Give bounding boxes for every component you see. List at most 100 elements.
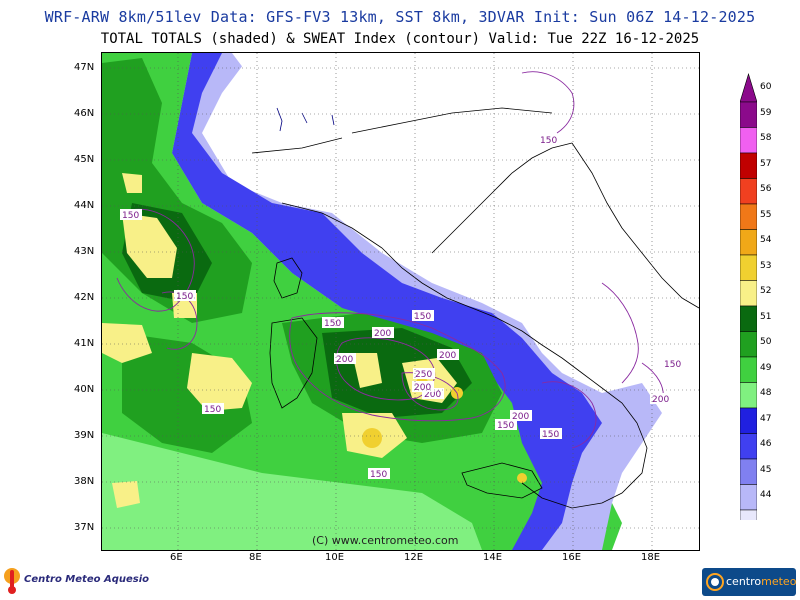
contour-label-11: 200 bbox=[512, 412, 529, 422]
colorbar-label-44: 44 bbox=[760, 490, 772, 500]
contour-label-13: 150 bbox=[497, 421, 514, 431]
colorbar-swatch-56 bbox=[740, 203, 757, 230]
colorbar-label-57: 57 bbox=[760, 158, 772, 169]
lat-label-37: 37N bbox=[74, 522, 95, 533]
field-gold-1 bbox=[362, 428, 382, 448]
lat-label-45: 45N bbox=[74, 154, 95, 165]
colorbar-swatch-54 bbox=[740, 254, 757, 281]
colorbar-label-51: 51 bbox=[760, 311, 772, 322]
lon-label-16e: 16E bbox=[562, 552, 582, 563]
colorbar-label-45: 45 bbox=[760, 464, 772, 475]
colorbar-label-52: 52 bbox=[760, 286, 772, 296]
colorbar-swatch-59 bbox=[740, 127, 757, 154]
contour-label-12: 200 bbox=[652, 395, 669, 405]
contour-label-9: 250 bbox=[415, 370, 432, 380]
lon-label-12e: 12E bbox=[404, 552, 424, 563]
colorbar-swatch-44 bbox=[740, 509, 757, 520]
colorbar-swatch-53 bbox=[740, 280, 757, 307]
contour-label-15: 150 bbox=[370, 470, 387, 480]
contour-label-4: 150 bbox=[324, 319, 341, 329]
colorbar-swatch-55 bbox=[740, 229, 757, 256]
contour-labels: 150 150 150 150 200 150 200 200 250 200 … bbox=[120, 134, 684, 480]
field-blue bbox=[172, 53, 602, 550]
field-gold-4 bbox=[517, 473, 527, 483]
swirl-icon bbox=[706, 573, 724, 591]
field-yellow-4 bbox=[102, 323, 152, 363]
colorbar-swatch-60 bbox=[740, 101, 757, 128]
lat-label-39: 39N bbox=[74, 430, 95, 441]
colorbar-label-47: 47 bbox=[760, 413, 772, 424]
map-panel: 150 150 150 150 200 150 200 200 250 200 … bbox=[101, 52, 700, 551]
lat-label-38: 38N bbox=[74, 476, 95, 487]
watermark: (C) www.centrometeo.com bbox=[312, 534, 459, 547]
field-yellow-8 bbox=[112, 481, 140, 508]
logo-right-text: centrometeo bbox=[726, 575, 796, 588]
colorbar-swatch-47 bbox=[740, 433, 757, 460]
colorbar-swatch-58 bbox=[740, 152, 757, 179]
graticule bbox=[102, 53, 699, 550]
colorbar-label-54: 54 bbox=[760, 235, 772, 245]
colorbar-swatch-50 bbox=[740, 356, 757, 383]
colorbar-swatch-52 bbox=[740, 305, 757, 332]
title-line-2: TOTAL TOTALS (shaded) & SWEAT Index (con… bbox=[100, 31, 700, 47]
lat-label-46: 46N bbox=[74, 108, 95, 119]
field-yellow-3 bbox=[187, 353, 252, 411]
contour-label-18: 150 bbox=[664, 360, 681, 370]
colorbar bbox=[740, 72, 757, 520]
logo-right-part2: meteo bbox=[761, 575, 797, 588]
map-svg: 150 150 150 150 200 150 200 200 250 200 … bbox=[102, 53, 699, 550]
thermometer-icon bbox=[4, 568, 20, 594]
contour-label-17: 150 bbox=[540, 136, 557, 146]
contour-label-2: 150 bbox=[176, 292, 193, 302]
colorbar-label-48: 48 bbox=[760, 388, 772, 398]
colorbar-swatch-46 bbox=[740, 458, 757, 485]
lat-label-43: 43N bbox=[74, 246, 95, 257]
contour-label-14: 150 bbox=[542, 430, 559, 440]
colorbar-swatch-57 bbox=[740, 178, 757, 205]
title-line-1: WRF-ARW 8km/51lev Data: GFS-FV3 13km, SS… bbox=[44, 8, 756, 26]
contour-label-7: 200 bbox=[336, 355, 353, 365]
colorbar-label-49: 49 bbox=[760, 362, 772, 373]
colorbar-swatch-45 bbox=[740, 484, 757, 511]
lat-label-40: 40N bbox=[74, 384, 95, 395]
colorbar-label-55: 55 bbox=[760, 209, 772, 220]
colorbar-label-56: 56 bbox=[760, 184, 772, 194]
logo-right: centrometeo bbox=[702, 568, 796, 596]
colorbar-label-59: 59 bbox=[760, 107, 772, 118]
contour-label-10: 200 bbox=[424, 390, 441, 400]
colorbar-label-50: 50 bbox=[760, 337, 772, 347]
contour-label-5: 200 bbox=[374, 329, 391, 339]
lon-label-18e: 18E bbox=[641, 552, 661, 563]
contour-label-3: 150 bbox=[204, 405, 221, 415]
colorbar-label-58: 58 bbox=[760, 133, 772, 143]
contour-label-16: 200 bbox=[414, 383, 431, 393]
land-balkans-white bbox=[522, 53, 699, 373]
lon-label-14e: 14E bbox=[483, 552, 503, 563]
colorbar-swatch-49 bbox=[740, 382, 757, 409]
field-lightgreen-south bbox=[102, 433, 482, 550]
colorbar-swatch-48 bbox=[740, 407, 757, 434]
colorbar-arrow bbox=[740, 72, 757, 103]
lat-label-47: 47N bbox=[74, 62, 95, 73]
field-yellow-2 bbox=[122, 173, 142, 193]
lakes bbox=[276, 107, 335, 132]
contour-label-6: 150 bbox=[414, 312, 431, 322]
field-yellow-6 bbox=[352, 353, 382, 388]
lon-label-6e: 6E bbox=[170, 552, 183, 563]
field-yellow-1 bbox=[122, 213, 177, 278]
contour-label-1: 150 bbox=[122, 211, 139, 221]
lon-label-8e: 8E bbox=[249, 552, 262, 563]
colorbar-label-46: 46 bbox=[760, 439, 772, 449]
logo-left: Centro Meteo Aquesio bbox=[2, 566, 202, 596]
logo-left-text: Centro Meteo Aquesio bbox=[24, 574, 149, 585]
colorbar-swatch-51 bbox=[740, 331, 757, 358]
lat-label-42: 42N bbox=[74, 292, 95, 303]
lon-label-10e: 10E bbox=[325, 552, 345, 563]
lat-label-41: 41N bbox=[74, 338, 95, 349]
colorbar-label-60: 60 bbox=[760, 82, 772, 92]
logo-right-part1: centro bbox=[726, 575, 762, 588]
coastlines bbox=[251, 107, 699, 509]
contour-label-8: 200 bbox=[439, 351, 456, 361]
colorbar-label-53: 53 bbox=[760, 260, 772, 271]
lat-label-44: 44N bbox=[74, 200, 95, 211]
